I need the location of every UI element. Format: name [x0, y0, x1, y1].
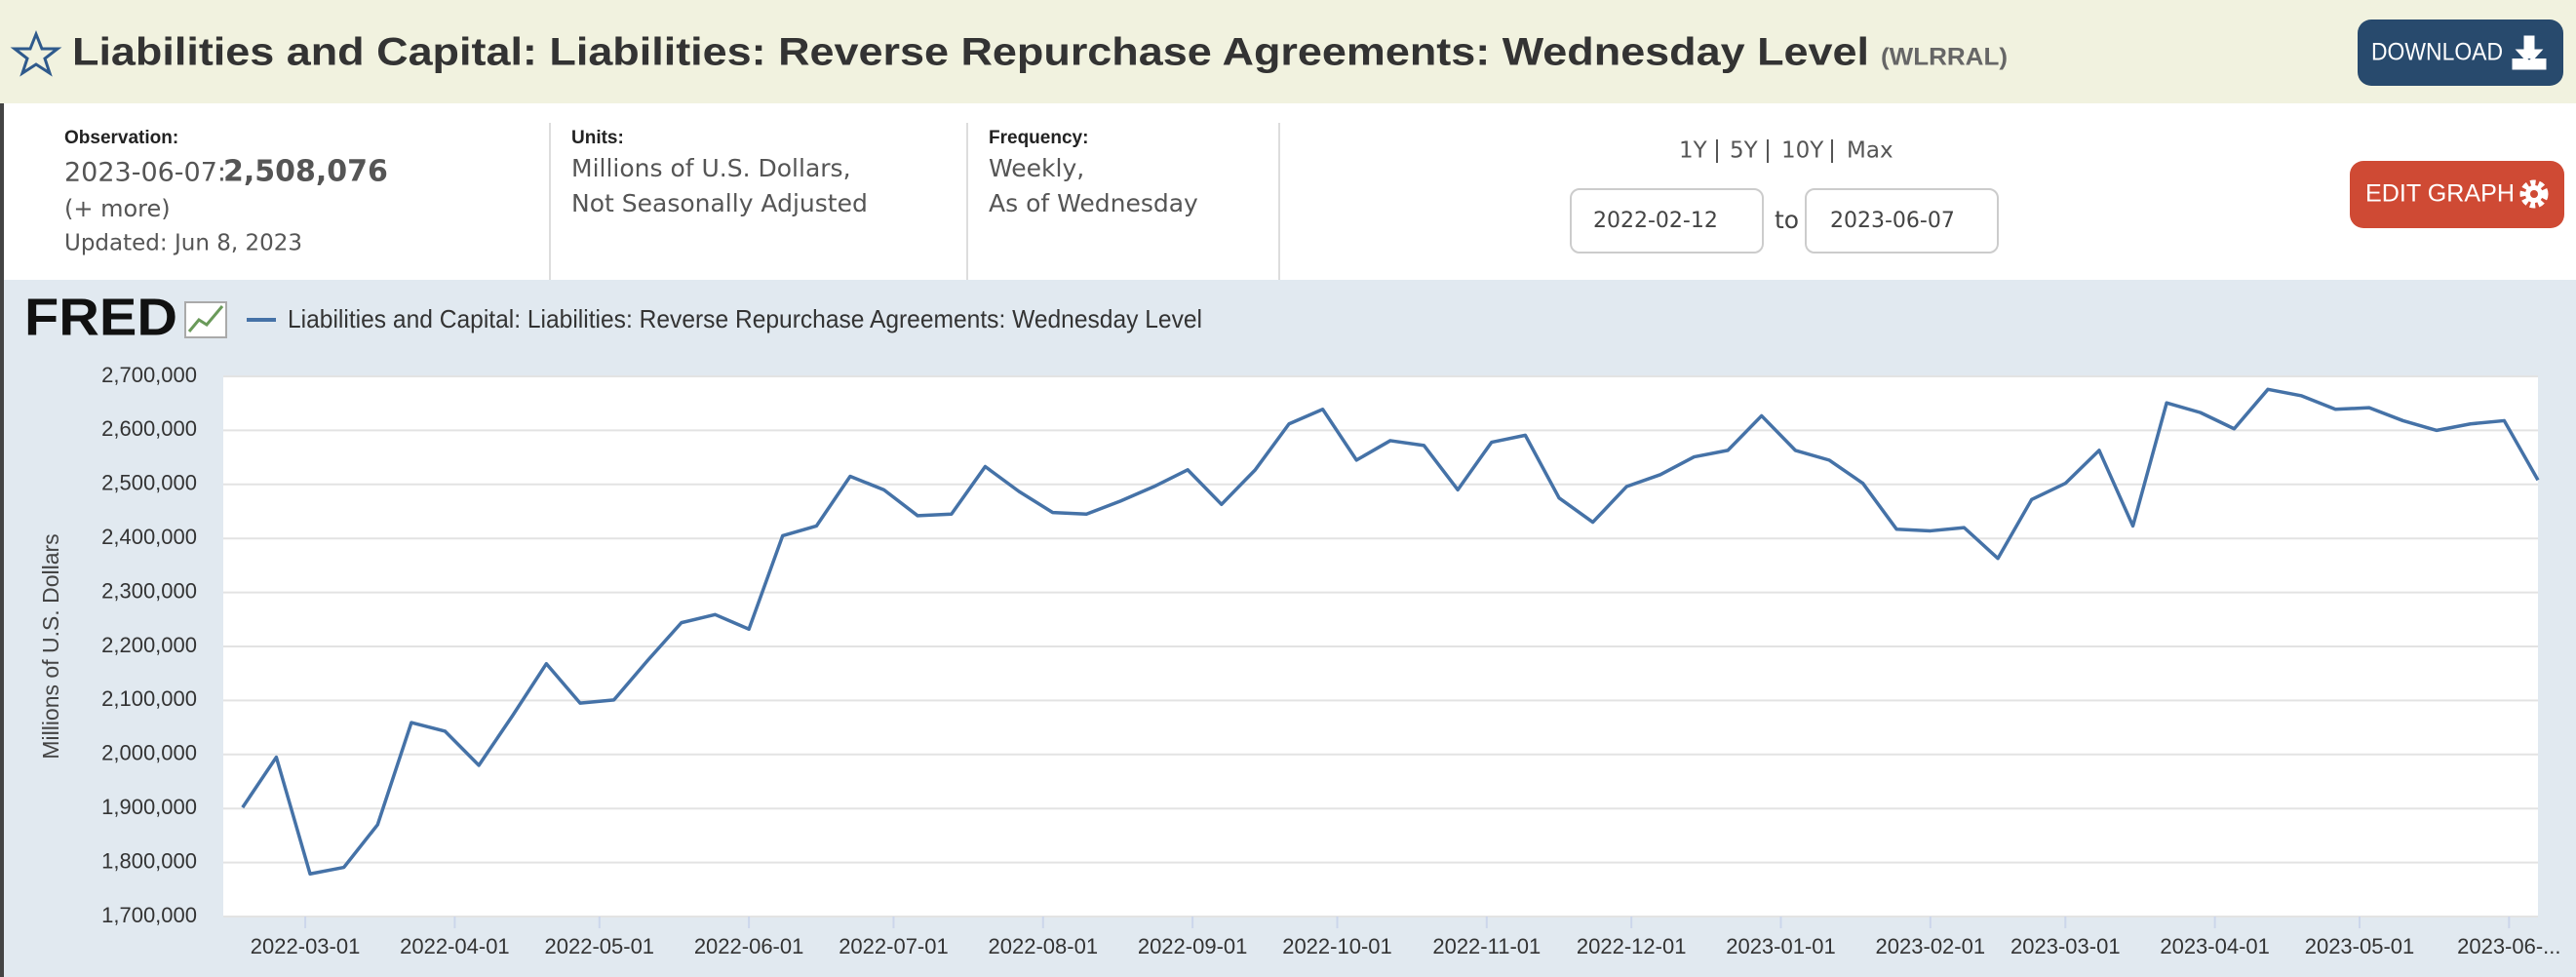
- x-tick-label: 2022-07-01: [839, 934, 949, 958]
- units: Not Seasonally Adjusted: [571, 189, 868, 217]
- info-bg: [0, 103, 2576, 280]
- x-tick-label: 2022-09-01: [1138, 934, 1248, 958]
- x-tick-label: 2022-08-01: [989, 934, 1099, 958]
- download-button[interactable]: DOWNLOAD: [2358, 20, 2563, 86]
- more-link[interactable]: (+ more): [64, 195, 171, 222]
- legend-label: Liabilities and Capital: Liabilities: Re…: [288, 304, 1202, 333]
- start-date-input[interactable]: 2022-02-12: [1570, 188, 1764, 254]
- y-tick-label: 2,200,000: [101, 633, 197, 657]
- favorite-star[interactable]: [10, 29, 62, 77]
- x-tick-label: 2023-02-01: [1876, 934, 1986, 958]
- y-tick-label: 2,700,000: [101, 363, 197, 387]
- y-tick-label: 2,600,000: [101, 416, 197, 441]
- to-label: to: [1775, 206, 1799, 234]
- x-tick-label: 2023-06-...: [2457, 934, 2560, 958]
- range-button[interactable]: Max: [1847, 138, 1893, 164]
- logo-icon: [187, 305, 224, 332]
- units-label: Units:: [571, 128, 624, 148]
- y-tick-label: 1,700,000: [101, 903, 197, 927]
- x-tick-label: 2023-05-01: [2305, 934, 2415, 958]
- x-tick-label: 2023-04-01: [2160, 934, 2270, 958]
- range-button[interactable]: 10Y: [1781, 138, 1824, 164]
- y-tick-label: 2,100,000: [101, 686, 197, 711]
- button-bg: [2358, 20, 2563, 86]
- x-tick-label: 2022-03-01: [251, 934, 361, 958]
- button-label: EDIT GRAPH: [2365, 180, 2515, 208]
- header-bg: [0, 0, 2576, 103]
- download-icon: [2512, 35, 2547, 70]
- x-tick-label: 2022-04-01: [400, 934, 510, 958]
- frequency: Weekly,: [989, 154, 1084, 182]
- series-id: (WLRRAL): [1881, 44, 2008, 71]
- observation-label: Observation:: [64, 128, 178, 148]
- button-label: DOWNLOAD: [2371, 39, 2503, 66]
- y-axis-title: Millions of U.S. Dollars: [38, 533, 63, 759]
- frequency-label: Frequency:: [989, 128, 1088, 148]
- input-value: 2023-06-07: [1830, 209, 1955, 233]
- y-tick-label: 2,400,000: [101, 525, 197, 549]
- button-bg: [2350, 161, 2564, 228]
- input-box: [1570, 188, 1764, 254]
- y-tick-label: 2,000,000: [101, 741, 197, 765]
- edit-graph-button[interactable]: EDIT GRAPH: [2350, 161, 2564, 228]
- observation-value: 2,508,076: [223, 155, 388, 189]
- x-tick-label: 2022-10-01: [1282, 934, 1392, 958]
- y-tick-label: 1,800,000: [101, 848, 197, 873]
- x-tick-label: 2022-12-01: [1577, 934, 1687, 958]
- x-tick-label: 2022-11-01: [1432, 934, 1541, 958]
- x-tick-label: 2023-01-01: [1726, 934, 1836, 958]
- input-value: 2022-02-12: [1593, 209, 1718, 233]
- y-tick-label: 2,500,000: [101, 471, 197, 495]
- input-box: [1805, 188, 1999, 254]
- plot-layer: 1,700,000 1,800,000 1,900,000 2,000,000 2,10…: [101, 363, 2560, 958]
- range-button[interactable]: 5Y: [1730, 138, 1759, 164]
- updated: Updated: Jun 8, 2023: [64, 231, 302, 256]
- page-title: Liabilities and Capital: Liabilities: Re…: [72, 31, 1869, 74]
- range-button[interactable]: 1Y: [1679, 138, 1708, 164]
- gear-icon: [2530, 190, 2538, 198]
- gear-icon: [2519, 179, 2549, 209]
- y-tick-label: 2,300,000: [101, 578, 197, 603]
- frequency: As of Wednesday: [989, 189, 1198, 217]
- x-tick-label: 2022-06-01: [694, 934, 804, 958]
- fred-logo: FRED: [24, 288, 177, 346]
- observation-date: 2023-06-07:: [64, 158, 226, 188]
- y-tick-label: 1,900,000: [101, 795, 197, 819]
- units: Millions of U.S. Dollars,: [571, 154, 851, 182]
- x-tick-label: 2022-05-01: [545, 934, 655, 958]
- x-tick-label: 2023-03-01: [2010, 934, 2121, 958]
- data-line: [241, 387, 2540, 876]
- end-date-input[interactable]: 2023-06-07: [1805, 188, 1999, 254]
